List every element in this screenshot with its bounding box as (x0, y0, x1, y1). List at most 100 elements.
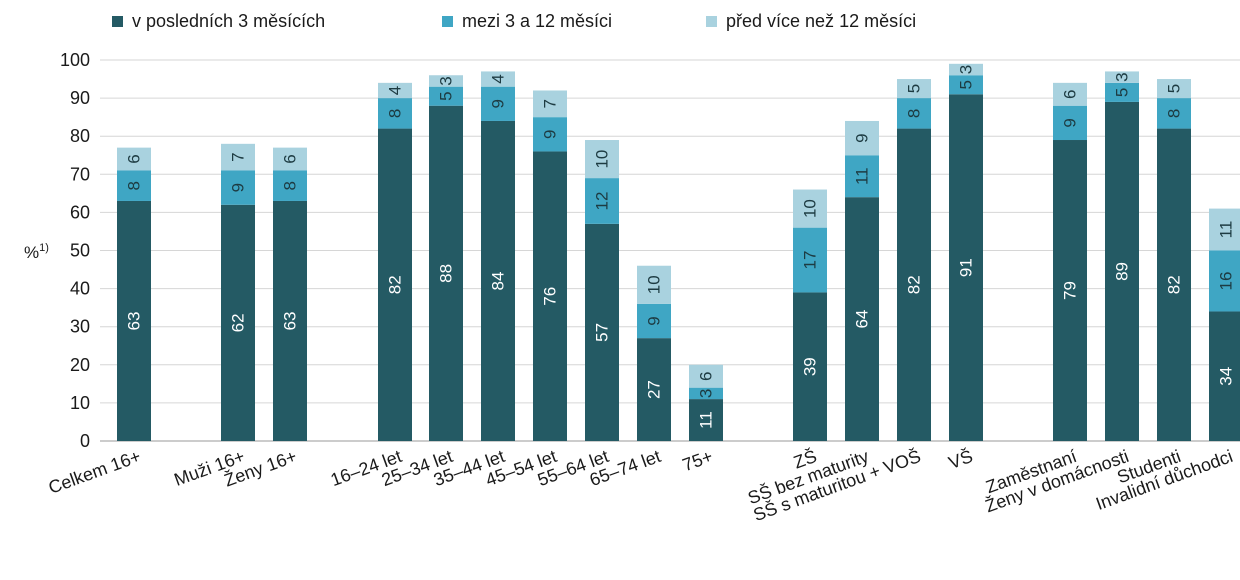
bar-segment (793, 227, 827, 293)
x-category-label: 75+ (680, 446, 716, 475)
bar-stack: 64 11 9 (845, 120, 879, 441)
y-tick-label: 20 (70, 355, 90, 375)
data-label: 3 (957, 65, 976, 74)
bar-segment (273, 200, 307, 441)
data-label: 27 (645, 380, 664, 399)
bar-segment (1053, 105, 1087, 141)
bar-stack: 89 5 3 (1105, 71, 1139, 441)
bar-segment (585, 140, 619, 179)
y-tick-label: 10 (70, 393, 90, 413)
bar-segment (117, 200, 151, 441)
data-label: 9 (1061, 118, 1080, 127)
bar-segment (533, 151, 567, 441)
bar-stack: 34 16 11 (1209, 208, 1240, 441)
data-label: 11 (1217, 221, 1236, 239)
data-label: 7 (229, 152, 248, 161)
data-label: 84 (489, 272, 508, 291)
bar-segment (689, 364, 723, 388)
bar-segment (949, 75, 983, 95)
bar-segment (1053, 140, 1087, 441)
bar-segment (117, 147, 151, 171)
bar-segment (429, 105, 463, 441)
x-category-label: VŠ (946, 445, 976, 473)
bar-segment (378, 98, 412, 129)
data-label: 6 (125, 154, 144, 163)
bar-stack: 82 8 5 (897, 79, 931, 441)
legend-label: mezi 3 a 12 měsíci (462, 11, 612, 31)
data-label: 4 (386, 86, 405, 95)
bar-segment (1209, 208, 1240, 251)
data-label: 57 (593, 323, 612, 342)
bar-segment (429, 75, 463, 87)
data-label: 11 (853, 167, 872, 185)
bar-stack: 62 9 7 (221, 143, 255, 441)
data-label: 9 (541, 130, 560, 139)
data-label: 5 (437, 91, 456, 100)
bar-stack: 79 9 6 (1053, 82, 1087, 441)
bar-segment (845, 155, 879, 198)
bar-segment (1157, 98, 1191, 129)
data-label: 3 (697, 389, 716, 398)
data-label: 6 (1061, 90, 1080, 99)
data-label: 10 (645, 275, 664, 294)
bar-segment (1105, 101, 1139, 441)
bar-stack: 82 8 5 (1157, 79, 1191, 441)
data-label: 82 (905, 275, 924, 294)
legend: v posledních 3 měsících mezi 3 a 12 měsíc… (112, 11, 916, 31)
y-tick-label: 40 (70, 279, 90, 299)
data-label: 4 (489, 74, 508, 83)
data-label: 8 (1165, 109, 1184, 118)
data-label: 62 (229, 313, 248, 332)
x-category-label: Celkem 16+ (46, 446, 144, 498)
bar-segment (378, 82, 412, 99)
bar-stack: 84 9 4 (481, 71, 515, 442)
legend-swatch (442, 16, 453, 27)
bar-stack: 11 3 6 (689, 364, 723, 441)
data-label: 89 (1113, 262, 1132, 281)
bar-segment (637, 338, 671, 441)
bar-segment (845, 197, 879, 441)
x-axis-labels: Celkem 16+ Muži 16+Ženy 16+ 16–24 let25–34… (46, 445, 1236, 525)
bar-segment (949, 94, 983, 441)
bar-segment (585, 178, 619, 224)
y-tick-label: 70 (70, 164, 90, 184)
data-label: 3 (1113, 72, 1132, 81)
data-label: 7 (541, 99, 560, 108)
y-tick-label: 100 (60, 50, 90, 70)
data-label: 76 (541, 287, 560, 306)
bar-stack: 63 8 6 (273, 147, 307, 441)
bar-segment (221, 204, 255, 441)
data-label: 9 (853, 133, 872, 142)
data-label: 11 (697, 411, 716, 429)
svg-text:%1): %1) (24, 242, 49, 262)
y-axis-footnote: 1) (39, 242, 49, 254)
bar-segment (1209, 250, 1240, 312)
bar-stack: 88 5 3 (429, 75, 463, 441)
data-label: 9 (229, 183, 248, 192)
data-label: 91 (957, 258, 976, 277)
bar-segment (949, 63, 983, 76)
legend-item: mezi 3 a 12 měsíci (442, 11, 612, 31)
data-label: 8 (125, 181, 144, 190)
data-label: 10 (593, 150, 612, 169)
data-label: 17 (801, 251, 820, 270)
bar-segment (533, 90, 567, 118)
bar-segment (1053, 82, 1087, 106)
legend-label: v posledních 3 měsících (132, 11, 325, 31)
y-axis-ticks: 0 10 20 30 40 50 60 70 80 90 100 (60, 50, 90, 451)
bar-segment (897, 98, 931, 129)
bar-segment (585, 223, 619, 441)
data-label: 5 (1113, 88, 1132, 97)
bar-stack: 91 5 3 (949, 63, 983, 441)
bar-segment (1157, 79, 1191, 99)
bar-segment (481, 71, 515, 87)
bar-stack: 63 8 6 (117, 147, 151, 441)
data-label: 6 (281, 154, 300, 163)
bar-segment (221, 170, 255, 205)
data-label: 9 (645, 316, 664, 325)
data-label: 82 (1165, 275, 1184, 294)
bar-segment (481, 86, 515, 121)
bar-segment (481, 120, 515, 442)
data-label: 9 (489, 99, 508, 108)
